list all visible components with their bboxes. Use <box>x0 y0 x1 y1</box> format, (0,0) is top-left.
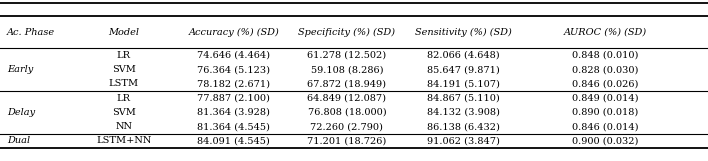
Text: SVM: SVM <box>112 108 136 117</box>
Text: Accuracy (%) (SD): Accuracy (%) (SD) <box>188 28 279 37</box>
Text: 0.849 (0.014): 0.849 (0.014) <box>572 94 639 103</box>
Text: 64.849 (12.087): 64.849 (12.087) <box>307 94 387 103</box>
Text: LSTM+NN: LSTM+NN <box>96 137 152 146</box>
Text: Specificity (%) (SD): Specificity (%) (SD) <box>298 28 396 37</box>
Text: 71.201 (18.726): 71.201 (18.726) <box>307 137 387 146</box>
Text: 86.138 (6.432): 86.138 (6.432) <box>428 122 500 131</box>
Text: 0.846 (0.026): 0.846 (0.026) <box>572 79 639 88</box>
Text: 81.364 (3.928): 81.364 (3.928) <box>198 108 270 117</box>
Text: Ac. Phase: Ac. Phase <box>7 28 55 37</box>
Text: 84.091 (4.545): 84.091 (4.545) <box>198 137 270 146</box>
Text: 85.647 (9.871): 85.647 (9.871) <box>428 65 500 74</box>
Text: 72.260 (2.790): 72.260 (2.790) <box>311 122 383 131</box>
Text: 84.867 (5.110): 84.867 (5.110) <box>428 94 500 103</box>
Text: 78.182 (2.671): 78.182 (2.671) <box>197 79 270 88</box>
Text: 84.132 (3.908): 84.132 (3.908) <box>428 108 500 117</box>
Text: LSTM: LSTM <box>109 79 139 88</box>
Text: 74.646 (4.464): 74.646 (4.464) <box>197 51 270 60</box>
Text: 76.808 (18.000): 76.808 (18.000) <box>307 108 387 117</box>
Text: 77.887 (2.100): 77.887 (2.100) <box>198 94 270 103</box>
Text: Dual: Dual <box>7 137 30 146</box>
Text: 61.278 (12.502): 61.278 (12.502) <box>307 51 387 60</box>
Text: 0.846 (0.014): 0.846 (0.014) <box>572 122 639 131</box>
Text: 0.890 (0.018): 0.890 (0.018) <box>572 108 639 117</box>
Text: Delay: Delay <box>7 108 35 117</box>
Text: LR: LR <box>117 51 131 60</box>
Text: 59.108 (8.286): 59.108 (8.286) <box>311 65 383 74</box>
Text: LR: LR <box>117 94 131 103</box>
Text: 67.872 (18.949): 67.872 (18.949) <box>307 79 387 88</box>
Text: 0.848 (0.010): 0.848 (0.010) <box>572 51 639 60</box>
Text: NN: NN <box>115 122 132 131</box>
Text: Early: Early <box>7 65 33 74</box>
Text: 84.191 (5.107): 84.191 (5.107) <box>428 79 500 88</box>
Text: 0.900 (0.032): 0.900 (0.032) <box>572 137 639 146</box>
Text: Sensitivity (%) (SD): Sensitivity (%) (SD) <box>416 28 512 37</box>
Text: 82.066 (4.648): 82.066 (4.648) <box>428 51 500 60</box>
Text: SVM: SVM <box>112 65 136 74</box>
Text: 81.364 (4.545): 81.364 (4.545) <box>198 122 270 131</box>
Text: Model: Model <box>108 28 139 37</box>
Text: 91.062 (3.847): 91.062 (3.847) <box>428 137 500 146</box>
Text: 76.364 (5.123): 76.364 (5.123) <box>197 65 270 74</box>
Text: 0.828 (0.030): 0.828 (0.030) <box>572 65 639 74</box>
Text: AUROC (%) (SD): AUROC (%) (SD) <box>564 28 647 37</box>
